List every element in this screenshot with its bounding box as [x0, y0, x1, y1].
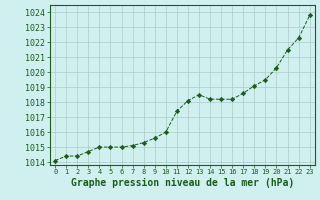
X-axis label: Graphe pression niveau de la mer (hPa): Graphe pression niveau de la mer (hPa): [71, 178, 294, 188]
